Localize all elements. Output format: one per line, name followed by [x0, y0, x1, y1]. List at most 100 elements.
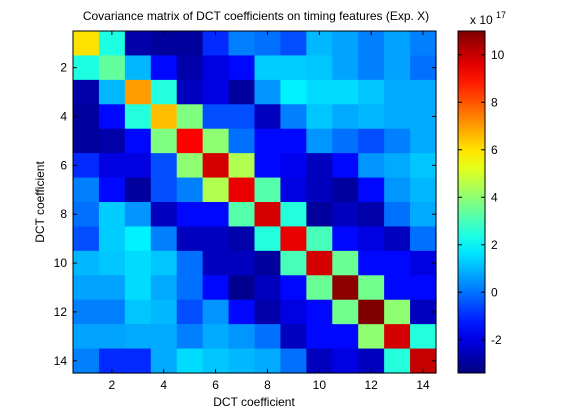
- heatmap-cell-r13-c12: [358, 324, 385, 350]
- heatmap-cell-r6-c2: [98, 153, 126, 179]
- heatmap-cell-r9-c1: [73, 226, 100, 252]
- heatmap-cell-r7-c13: [384, 177, 411, 203]
- heatmap-cell-r8-c2: [98, 202, 126, 228]
- heatmap-cell-r14-c5: [176, 348, 204, 374]
- heatmap-cell-r1-c5: [176, 31, 204, 57]
- heatmap-cell-r6-c12: [358, 153, 385, 179]
- colorbar-axis: 10 8 6 4 2 0 -2: [458, 48, 505, 347]
- heatmap-cell-r13-c1: [73, 324, 100, 350]
- heatmap-cell-r10-c10: [306, 250, 333, 276]
- heatmap-cell-r7-c2: [98, 177, 126, 203]
- heatmap-cell-r2-c8: [254, 55, 282, 81]
- heatmap-cell-r13-c10: [306, 324, 333, 350]
- heatmap-cell-r7-c14: [410, 177, 437, 203]
- heatmap-cell-r5-c3: [124, 128, 152, 154]
- heatmap-cell-r4-c5: [176, 104, 204, 130]
- heatmap-cell-r4-c8: [254, 104, 282, 130]
- heatmap-cell-r2-c6: [202, 55, 230, 81]
- y-tick-label: 10: [54, 256, 68, 270]
- heatmap-cell-r14-c13: [384, 348, 411, 374]
- heatmap-cell-r7-c1: [73, 177, 100, 203]
- heatmap-cell-r9-c13: [384, 226, 411, 252]
- heatmap-cell-r7-c7: [228, 177, 256, 203]
- heatmap-cell-r6-c5: [176, 153, 204, 179]
- y-tick-label: 6: [60, 158, 67, 172]
- heatmap-cell-r11-c6: [202, 275, 230, 301]
- heatmap-cell-r8-c6: [202, 202, 230, 228]
- heatmap-cell-r9-c12: [358, 226, 385, 252]
- heatmap-cell-r4-c7: [228, 104, 256, 130]
- heatmap-cell-r11-c10: [306, 275, 333, 301]
- heatmap-cell-r14-c3: [124, 348, 152, 374]
- heatmap-cell-r2-c4: [150, 55, 178, 81]
- heatmap-cell-r8-c4: [150, 202, 178, 228]
- colorbar-tick-label: 10: [491, 48, 505, 62]
- heatmap-cell-r2-c13: [384, 55, 411, 81]
- x-tick-label: 10: [313, 378, 327, 392]
- heatmap-cell-r3-c8: [254, 79, 282, 105]
- heatmap-cell-r1-c6: [202, 31, 230, 57]
- heatmap-cell-r4-c4: [150, 104, 178, 130]
- y-tick-label: 14: [54, 354, 68, 368]
- heatmap-cell-r13-c14: [410, 324, 437, 350]
- heatmap-cell-r11-c13: [384, 275, 411, 301]
- y-tick-label: 8: [60, 207, 67, 221]
- heatmap-cell-r6-c6: [202, 153, 230, 179]
- heatmap-cell-r12-c11: [332, 299, 359, 325]
- heatmap-cell-r7-c4: [150, 177, 178, 203]
- heatmap-cell-r3-c10: [306, 79, 333, 105]
- heatmap-cell-r8-c7: [228, 202, 256, 228]
- heatmap-cell-r1-c10: [306, 31, 333, 57]
- heatmap-cell-r6-c3: [124, 153, 152, 179]
- heatmap-cell-r3-c5: [176, 79, 204, 105]
- heatmap-cell-r10-c13: [384, 250, 411, 276]
- heatmap-cell-r13-c4: [150, 324, 178, 350]
- y-tick-label: 2: [60, 61, 67, 75]
- heatmap-cell-r3-c6: [202, 79, 230, 105]
- heatmap-cell-r1-c8: [254, 31, 282, 57]
- heatmap-cell-r6-c9: [280, 153, 307, 179]
- heatmap-cell-r11-c14: [410, 275, 437, 301]
- heatmap-cell-r6-c8: [254, 153, 282, 179]
- heatmap-cell-r9-c5: [176, 226, 204, 252]
- heatmap-cell-r2-c5: [176, 55, 204, 81]
- colorbar-exponent-base: x 10: [470, 13, 493, 27]
- heatmap-cell-r9-c6: [202, 226, 230, 252]
- heatmap-cell-r2-c11: [332, 55, 359, 81]
- x-tick-label: 2: [109, 378, 116, 392]
- colorbar-tick-label: 2: [491, 238, 498, 252]
- heatmap-cell-r5-c9: [280, 128, 307, 154]
- heatmap-cell-r8-c3: [124, 202, 152, 228]
- y-axis-label: DCT coefficient: [33, 161, 47, 243]
- heatmap-cell-r13-c9: [280, 324, 307, 350]
- heatmap-cell-r5-c5: [176, 128, 204, 154]
- heatmap-cell-r12-c12: [358, 299, 385, 325]
- heatmap-cell-r11-c5: [176, 275, 204, 301]
- heatmap-cell-r7-c6: [202, 177, 230, 203]
- heatmap-cell-r13-c5: [176, 324, 204, 350]
- heatmap-cell-r11-c3: [124, 275, 152, 301]
- x-tick-label: 8: [264, 378, 271, 392]
- heatmap-cell-r2-c1: [73, 55, 100, 81]
- heatmap-cell-r4-c6: [202, 104, 230, 130]
- heatmap-cell-r5-c12: [358, 128, 385, 154]
- chart-title: Covariance matrix of DCT coefficients on…: [83, 9, 429, 23]
- heatmap-cell-r10-c1: [73, 250, 100, 276]
- heatmap-cell-r8-c8: [254, 202, 282, 228]
- heatmap-cell-r1-c11: [332, 31, 359, 57]
- heatmap-cell-r13-c6: [202, 324, 230, 350]
- heatmap-cell-r9-c4: [150, 226, 178, 252]
- heatmap-cell-r10-c5: [176, 250, 204, 276]
- heatmap-cell-r12-c5: [176, 299, 204, 325]
- heatmap-cell-r9-c14: [410, 226, 437, 252]
- heatmap-cell-r13-c8: [254, 324, 282, 350]
- heatmap-cell-r12-c4: [150, 299, 178, 325]
- heatmap-cell-r11-c4: [150, 275, 178, 301]
- heatmap-cell-r10-c3: [124, 250, 152, 276]
- heatmap-cell-r3-c12: [358, 79, 385, 105]
- heatmap-cell-r9-c3: [124, 226, 152, 252]
- heatmap-cell-r10-c6: [202, 250, 230, 276]
- heatmap-cell-r11-c2: [98, 275, 126, 301]
- heatmap-cell-r5-c6: [202, 128, 230, 154]
